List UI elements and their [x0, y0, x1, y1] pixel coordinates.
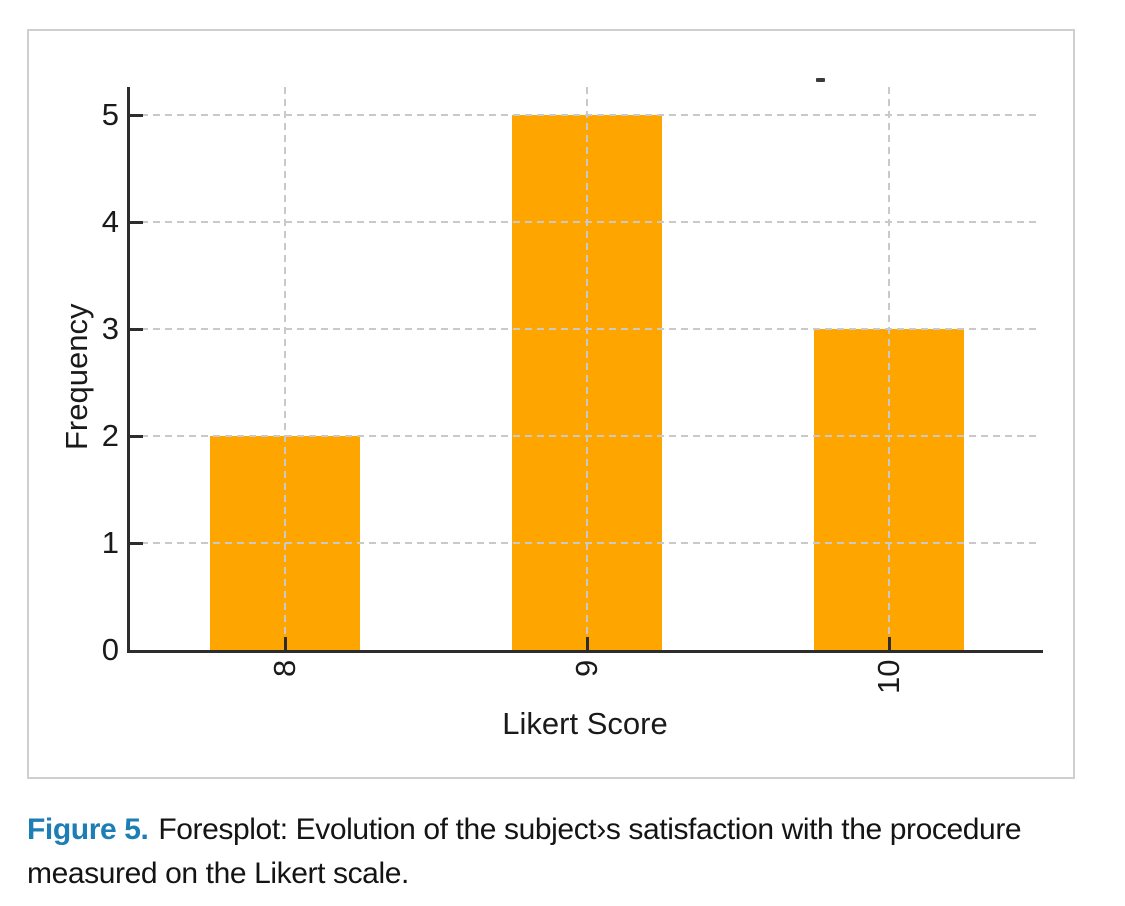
gridline-h-3: [129, 328, 1041, 330]
x-axis-title: Likert Score: [502, 706, 668, 741]
gridline-h-4: [129, 221, 1041, 223]
gridline-h-5: [129, 114, 1041, 116]
y-axis-title: Frequency: [59, 303, 94, 451]
figure-caption-label: Figure 5.: [27, 813, 149, 846]
y-tick-label-1: 1: [101, 525, 119, 560]
gridline-v-8: [284, 87, 286, 650]
y-tick-mark-3: [130, 328, 143, 331]
y-tick-mark-4: [130, 221, 143, 224]
y-tick-mark-5: [130, 114, 143, 117]
x-tick-mark-9: [586, 637, 589, 650]
gridline-h-1: [129, 542, 1041, 544]
y-axis-line: [127, 87, 130, 653]
y-tick-label-4: 4: [101, 204, 119, 239]
x-tick-label-8: 8: [267, 660, 302, 678]
y-tick-mark-1: [130, 542, 143, 545]
y-tick-label-2: 2: [101, 418, 119, 453]
y-tick-label-5: 5: [101, 97, 119, 132]
x-tick-label-10: 10: [871, 660, 906, 695]
stray-mark: [816, 78, 825, 82]
y-tick-label-3: 3: [101, 311, 119, 346]
x-tick-mark-10: [888, 637, 891, 650]
y-tick-label-0: 0: [101, 632, 119, 667]
gridline-v-9: [586, 87, 588, 650]
figure-caption: Figure 5. Foresplot: Evolution of the sub…: [27, 808, 1032, 896]
figure-caption-text: Foresplot: Evolution of the subject›s sa…: [27, 813, 1022, 890]
gridline-v-10: [888, 87, 890, 650]
x-tick-mark-8: [284, 637, 287, 650]
x-axis-line: [127, 650, 1043, 653]
likert-bar-chart: 0 1 2 3 4 5 8 9 10 Frequency Likert Score: [29, 31, 1073, 777]
chart-frame: 0 1 2 3 4 5 8 9 10 Frequency Likert Score: [27, 29, 1075, 779]
y-tick-mark-2: [130, 435, 143, 438]
gridline-h-2: [129, 435, 1041, 437]
